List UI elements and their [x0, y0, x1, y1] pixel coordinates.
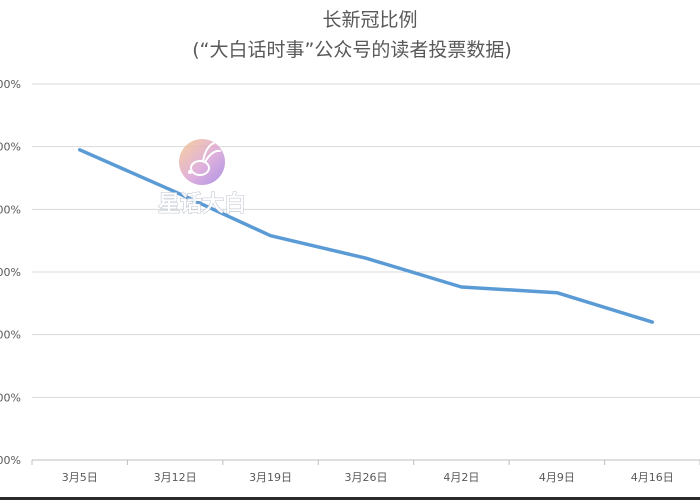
rabbit-logo-icon	[179, 139, 225, 185]
x-tick-label: 3月12日	[154, 471, 197, 484]
x-tick-label: 3月5日	[62, 471, 98, 484]
watermark: 星话大白	[158, 139, 246, 217]
y-tick-label: 00%	[0, 329, 21, 342]
x-tick-label: 4月2日	[443, 471, 479, 484]
chart-title: 长新冠比例	[322, 9, 417, 31]
x-tick-label: 4月9日	[539, 471, 575, 484]
bottom-border	[0, 497, 700, 500]
y-axis-tick-labels: 00% 00% 00% 00% 00% 00% 00%	[0, 78, 21, 467]
y-tick-label: 00%	[0, 78, 21, 91]
chart-subtitle: (“大白话时事”公众号的读者投票数据)	[192, 39, 512, 61]
series-group	[77, 148, 655, 324]
gridlines	[32, 83, 700, 461]
series-line	[77, 148, 655, 324]
y-tick-label: 00%	[0, 266, 21, 279]
watermark-text: 星话大白	[158, 191, 246, 217]
x-tick-label: 3月26日	[345, 471, 388, 484]
y-tick-label: 00%	[0, 203, 21, 216]
y-tick-label: 00%	[0, 391, 21, 404]
y-tick-label: 00%	[0, 141, 21, 154]
x-tick-label: 4月16日	[631, 471, 674, 484]
x-axis-tick-labels: 3月5日 3月12日 3月19日 3月26日 4月2日 4月9日 4月16日	[31, 460, 700, 484]
y-tick-label: 00%	[0, 454, 21, 467]
x-tick-label: 3月19日	[249, 471, 292, 484]
